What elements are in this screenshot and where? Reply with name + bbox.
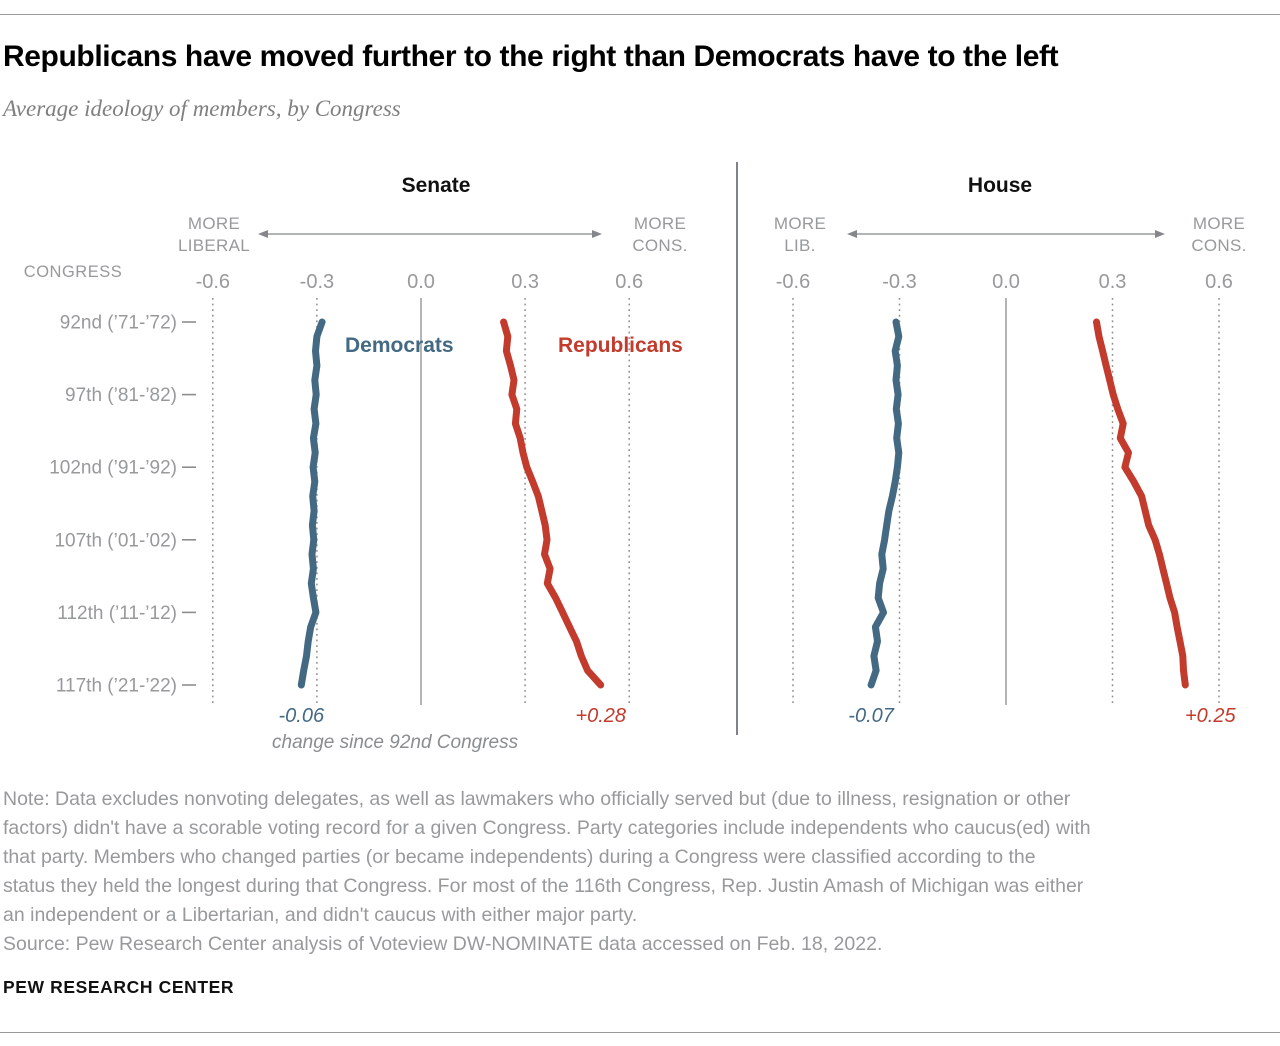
x-tick-label: 0.3 — [511, 271, 539, 293]
congress-axis: CONGRESS 92nd (’71-’72) 97th (’81-’82) 102n… — [24, 263, 196, 697]
democrat-line — [867, 318, 903, 689]
change-caption: change since 92nd Congress — [272, 732, 519, 753]
note-line: factors) didn't have a scorable voting r… — [3, 817, 1091, 839]
ideology-line-chart: -0.6 -0.3 0.0 0.3 0.6 Senate MORE LIBERAL MORE CO… — [24, 162, 1246, 753]
note-text: Note: Data excludes nonvoting delegates,… — [3, 785, 1091, 930]
congress-row-label: 102nd (’91-’92) — [49, 458, 177, 479]
more-conservative-label: MORE — [634, 214, 686, 233]
congress-row-label: 92nd (’71-’72) — [60, 313, 177, 334]
congress-axis-title: CONGRESS — [24, 263, 122, 281]
page-title: Republicans have moved further to the ri… — [3, 40, 1059, 73]
panel-title: House — [968, 174, 1032, 197]
congress-row-label: 97th (’81-’82) — [65, 385, 177, 406]
note-line: status they held the longest during that… — [3, 875, 1084, 897]
x-tick-label: -0.6 — [196, 271, 230, 293]
x-tick-label: 0.6 — [1205, 271, 1233, 293]
democrat-series-label: Democrats — [345, 334, 454, 357]
republican-line — [500, 318, 605, 689]
x-tick-label: -0.3 — [882, 271, 916, 293]
bottom-divider — [0, 1032, 1280, 1033]
arrowhead-right-icon — [592, 230, 602, 238]
x-tick-label: -0.6 — [776, 271, 810, 293]
note-line: an independent or a Libertarian, and did… — [3, 904, 638, 926]
top-divider — [0, 14, 1280, 15]
panel-title: Senate — [402, 174, 471, 197]
x-tick-label: 0.3 — [1099, 271, 1127, 293]
more-liberal-label: MORE — [188, 214, 240, 233]
x-tick-label: 0.6 — [615, 271, 643, 293]
more-liberal-label: MORE — [774, 214, 826, 233]
note-line: Note: Data excludes nonvoting delegates,… — [3, 788, 1071, 810]
more-liberal-label: LIBERAL — [178, 236, 250, 255]
republican-change-label: +0.28 — [575, 705, 626, 727]
democrat-change-label: -0.07 — [848, 705, 894, 727]
source-text: Source: Pew Research Center analysis of … — [3, 933, 883, 955]
republican-line — [1093, 318, 1189, 689]
footer-brand: PEW RESEARCH CENTER — [3, 977, 235, 997]
congress-row-label: 107th (’01-’02) — [54, 530, 177, 551]
republican-change-label: +0.25 — [1185, 705, 1236, 727]
x-tick-label: 0.0 — [992, 271, 1020, 293]
x-tick-label: 0.0 — [407, 271, 435, 293]
more-conservative-label: CONS. — [632, 236, 687, 255]
democrat-line — [297, 318, 326, 689]
democrat-change-label: -0.06 — [278, 705, 324, 727]
note-line: that party. Members who changed parties … — [3, 846, 1036, 868]
x-tick-label: -0.3 — [300, 271, 334, 293]
more-conservative-label: CONS. — [1191, 236, 1246, 255]
more-liberal-label: LIB. — [784, 236, 815, 255]
senate-panel: -0.6 -0.3 0.0 0.3 0.6 Senate MORE LIBERAL MORE CO… — [178, 174, 687, 727]
arrowhead-left-icon — [258, 230, 268, 238]
more-conservative-label: MORE — [1193, 214, 1245, 233]
republican-series-label: Republicans — [558, 334, 683, 357]
house-panel: -0.6 -0.3 0.0 0.3 0.6 House MORE LIB. MORE CONS. -… — [774, 174, 1246, 727]
arrowhead-left-icon — [847, 230, 857, 238]
page-subtitle: Average ideology of members, by Congress — [3, 96, 401, 121]
congress-row-label: 117th (’21-’22) — [56, 676, 177, 697]
arrowhead-right-icon — [1155, 230, 1165, 238]
congress-row-label: 112th (’11-’12) — [57, 603, 177, 624]
